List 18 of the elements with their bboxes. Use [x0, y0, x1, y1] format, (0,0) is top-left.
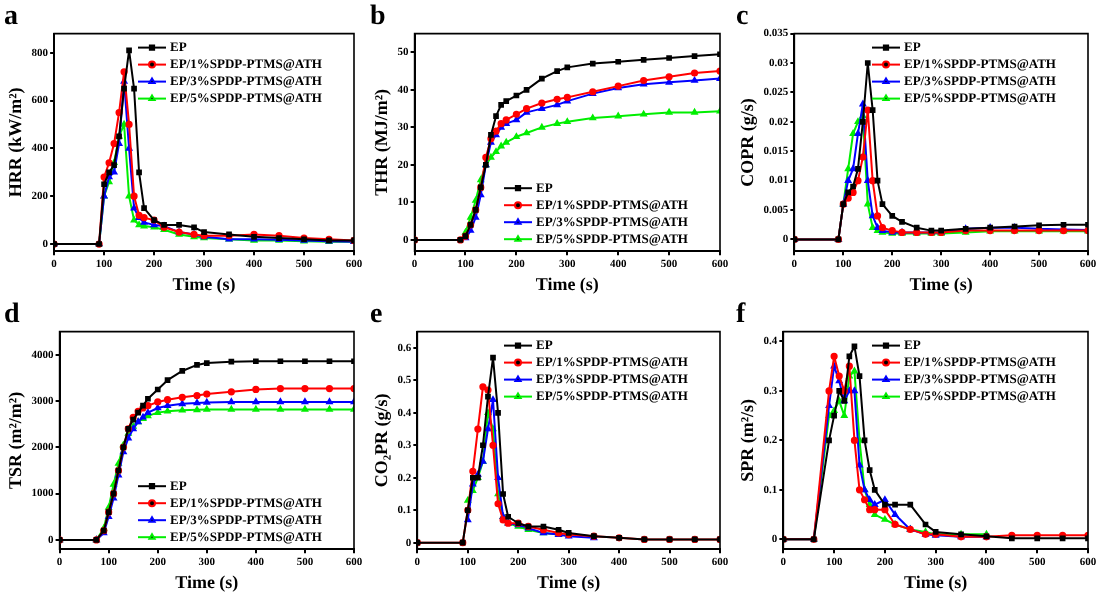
- x-axis-title: Time (s): [537, 571, 601, 592]
- x-axis-title: Time (s): [909, 273, 973, 294]
- y-axis-title: HRR (kW/m²): [5, 87, 26, 198]
- chart-title: d: [4, 300, 20, 331]
- chart-title: c: [736, 2, 749, 33]
- x-axis-title: Time (s): [535, 273, 599, 294]
- x-axis-title: Time (s): [175, 571, 239, 592]
- chart-title: b: [370, 2, 386, 33]
- chart-title: a: [4, 2, 18, 33]
- y-axis-title: TSR (m²/m²): [5, 391, 26, 490]
- x-axis-title: Time (s): [904, 571, 968, 592]
- chart-title: e: [370, 300, 383, 331]
- chart-title: f: [736, 300, 746, 331]
- y-axis-title: COPR (g/s): [737, 98, 758, 187]
- x-axis-title: Time (s): [172, 273, 236, 294]
- y-axis-title: THR (MJ/m²): [371, 88, 392, 196]
- y-axis-title: CO₂PR (g/s): [371, 393, 392, 488]
- y-axis-title: SPR (m²/s): [737, 398, 758, 482]
